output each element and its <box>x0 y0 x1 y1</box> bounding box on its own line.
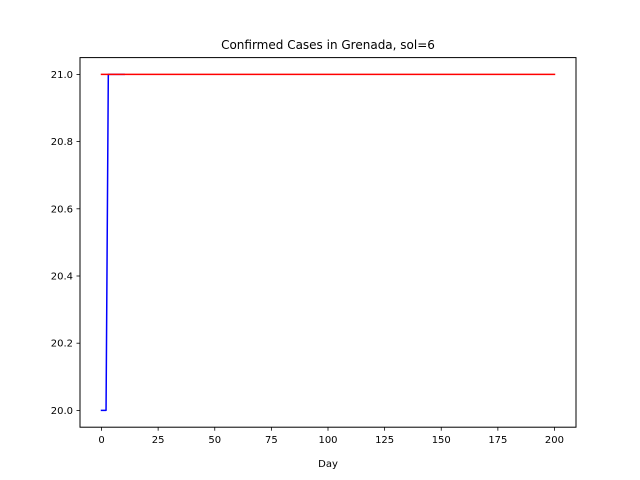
x-tick-label: 100 <box>318 435 337 446</box>
x-axis-label: Day <box>318 459 338 470</box>
plot-area <box>100 73 556 412</box>
x-tick-label: 50 <box>208 435 221 446</box>
x-axis: 0 25 50 75 100 125 150 175 200 <box>98 427 564 446</box>
y-axis: 20.0 20.2 20.4 20.6 20.8 21.0 <box>51 70 80 417</box>
y-tick-label: 20.6 <box>51 204 73 215</box>
y-tick-label: 20.8 <box>51 137 73 148</box>
chart-title: Confirmed Cases in Grenada, sol=6 <box>221 38 435 52</box>
x-tick-label: 75 <box>265 435 278 446</box>
y-tick-label: 20.2 <box>51 339 73 350</box>
x-tick-label: 150 <box>432 435 451 446</box>
x-tick-label: 125 <box>375 435 394 446</box>
y-tick-label: 21.0 <box>51 70 73 81</box>
y-tick-label: 20.4 <box>51 272 73 283</box>
x-tick-label: 175 <box>488 435 507 446</box>
y-tick-label: 20.0 <box>51 406 73 417</box>
x-tick-label: 25 <box>152 435 165 446</box>
x-tick-label: 0 <box>98 435 104 446</box>
x-tick-label: 200 <box>545 435 564 446</box>
